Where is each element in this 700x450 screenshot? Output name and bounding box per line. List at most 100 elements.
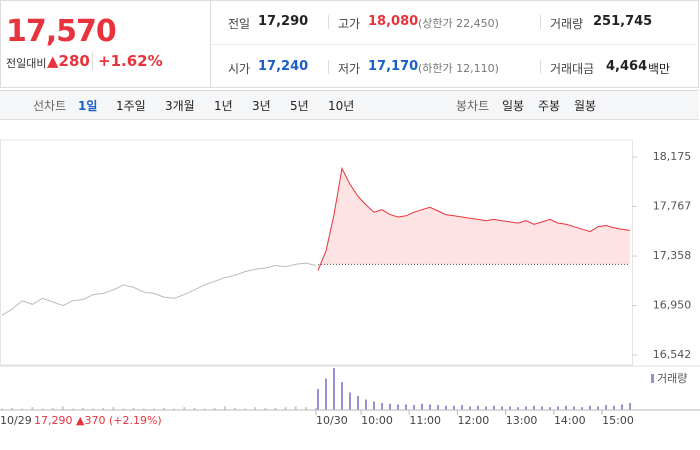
volume-bar [445,405,447,410]
volume-bar [122,408,125,410]
volume-bar [51,407,54,410]
volume-bar [112,407,115,410]
change-label: 전일대비 [6,57,47,70]
volume-bar [1,408,3,410]
stat-label: 고가 [338,17,361,31]
volume-bar [333,368,335,410]
volume-bar [493,405,495,410]
volume-bar [629,403,631,410]
volume-bar [163,407,166,410]
tab[interactable]: 3개월 [165,99,195,113]
stat-label: 시가 [228,62,251,76]
x-label: 10/29 [0,414,32,427]
volume-bar [373,401,375,410]
stat-value: 18,080 [368,14,419,29]
divider [211,44,699,45]
tab[interactable]: 1년 [214,99,233,113]
stat-label: 저가 [338,62,361,76]
sep [92,52,93,70]
volume-bar [469,406,471,410]
x-label: 11:00 [409,414,441,427]
stat-unit: 백만 [648,62,671,76]
volume-bar [573,406,575,410]
tab[interactable]: 1주일 [116,99,146,113]
chart: 18,175 17,767 17,358 16,950 16,542 거래량 10/29 17… [0,139,700,427]
x-label: 14:00 [554,414,586,427]
volume-bar [357,396,359,410]
volume-bar [365,399,367,410]
volume-bar [173,408,176,410]
volume-bar [21,408,24,410]
tab[interactable]: 1일 [78,99,98,113]
stat-value: 17,170 [368,59,419,74]
divider [210,0,211,88]
volume-bar [501,406,503,410]
volume-bar [213,407,216,410]
volume-bar [613,405,615,410]
stat-value: 17,290 [258,14,309,29]
volume-bar [183,407,186,410]
volume-bar [405,404,407,410]
sep [540,60,541,74]
volume-bar [341,382,343,410]
sep [328,15,329,29]
tab[interactable]: 3년 [252,99,271,113]
stat-value: 17,240 [258,59,309,74]
volume-bar [193,407,196,410]
stat-note: (하한가 12,110) [418,62,499,75]
legend-swatch [651,374,654,383]
y-tick-label: 18,175 [653,150,692,163]
volume-bar [565,405,567,410]
tab[interactable]: 10년 [328,99,355,113]
volume-bar [264,407,267,410]
tab[interactable]: 5년 [290,99,309,113]
volume-bar [284,407,287,410]
change-pct: +1.62% [98,52,163,70]
volume-bar [315,407,317,410]
tab-label: 선차트 [33,99,67,113]
volume-bar [437,405,439,410]
volume-bar [461,405,463,410]
volume-bar [31,407,34,410]
volume-bar [389,403,391,410]
volume-bar [453,405,455,410]
y-tick-label: 16,542 [653,348,692,361]
volume-bar [152,408,155,410]
legend: 거래량 [657,372,687,385]
x-label: 13:00 [506,414,538,427]
x-label: 10/30 [316,414,348,427]
volume-bar [294,406,297,410]
volume-bar [509,406,511,410]
x-label: 15:00 [602,414,634,427]
price: 17,570 [6,14,117,49]
volume-bar [485,406,487,410]
volume-bar [621,404,623,410]
sep [540,15,541,29]
volume-bar [541,406,543,410]
tab[interactable]: 주봉 [538,99,561,113]
volume-bar [203,408,206,410]
volume-bar [71,408,74,410]
stat-label: 전일 [228,17,251,31]
volume-bar [581,407,583,410]
volume-bar [349,392,351,410]
volume-bar [304,407,307,410]
y-tick-label: 16,950 [653,299,692,312]
tab[interactable]: 월봉 [574,99,597,113]
volume-bar [102,407,105,410]
tab[interactable]: 일봉 [502,99,525,113]
volume-bar [477,405,479,410]
tab-label: 봉차트 [456,99,490,113]
volume-bar [421,403,423,410]
stat-note: (상한가 22,450) [418,17,499,30]
volume-bar [223,406,226,410]
volume-bar [244,408,247,410]
change: ▲280 [47,52,90,70]
volume-bar [61,406,64,410]
stat-label: 거래량 [550,17,584,31]
y-tick-label: 17,767 [653,199,692,212]
volume-bar [317,389,319,410]
volume-bar [557,406,559,410]
volume-bar [533,405,535,410]
